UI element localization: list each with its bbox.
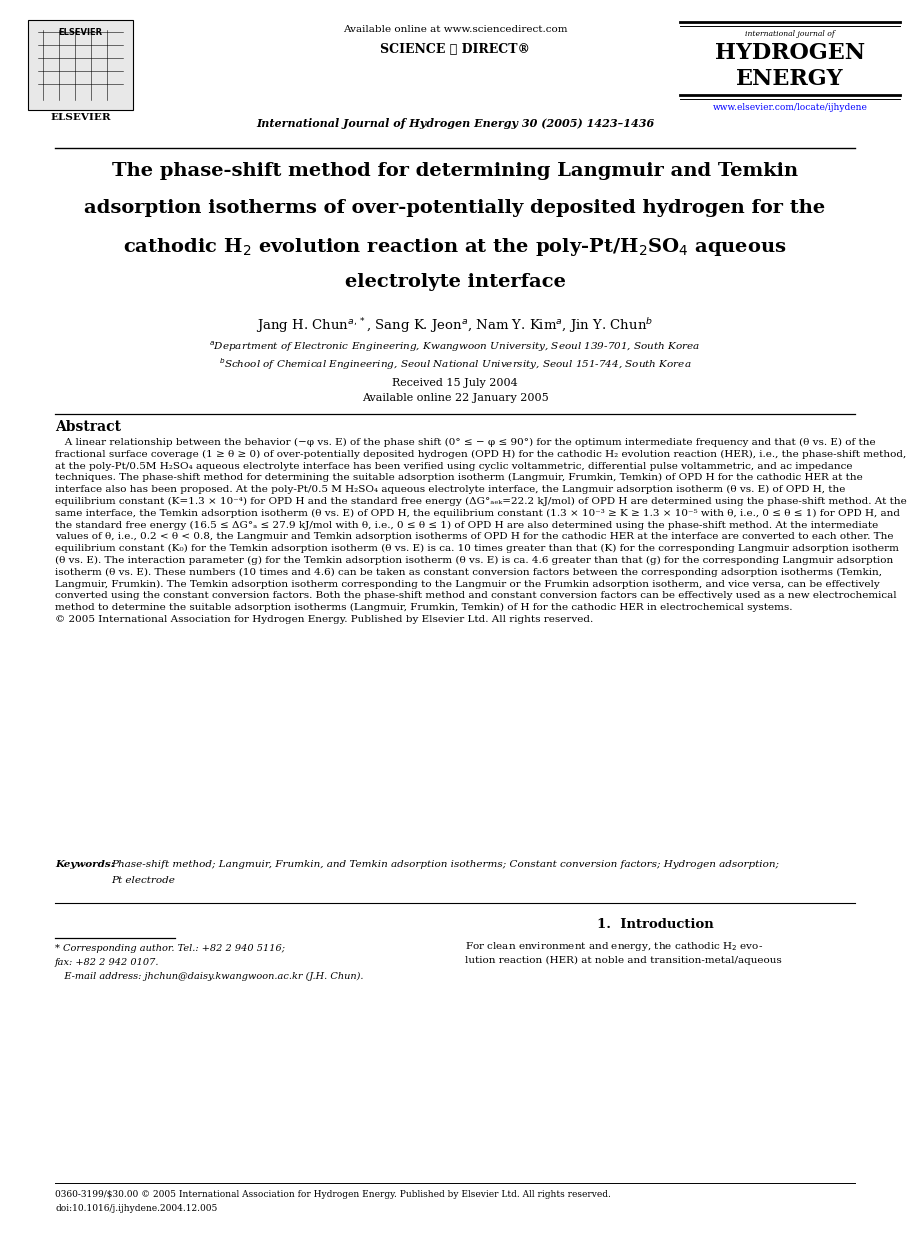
- Text: ELSEVIER: ELSEVIER: [50, 113, 111, 123]
- Text: $^b$School of Chemical Engineering, Seoul National University, Seoul 151-744, So: $^b$School of Chemical Engineering, Seou…: [219, 357, 691, 371]
- Text: Pt electrode: Pt electrode: [111, 877, 175, 885]
- Text: $^a$Department of Electronic Engineering, Kwangwoon University, Seoul 139-701, S: $^a$Department of Electronic Engineering…: [210, 340, 700, 354]
- Text: 0360-3199/$30.00 © 2005 International Association for Hydrogen Energy. Published: 0360-3199/$30.00 © 2005 International As…: [55, 1190, 611, 1198]
- Bar: [28, 20, 133, 110]
- Text: International Journal of Hydrogen Energy 30 (2005) 1423–1436: International Journal of Hydrogen Energy…: [256, 118, 654, 129]
- Text: Received 15 July 2004: Received 15 July 2004: [392, 378, 518, 387]
- Text: fax: +82 2 942 0107.: fax: +82 2 942 0107.: [55, 958, 160, 967]
- Text: ELSEVIER: ELSEVIER: [58, 28, 102, 37]
- Text: Jang H. Chun$^{a,*}$, Sang K. Jeon$^a$, Nam Y. Kim$^a$, Jin Y. Chun$^b$: Jang H. Chun$^{a,*}$, Sang K. Jeon$^a$, …: [257, 316, 654, 335]
- Text: ENERGY: ENERGY: [736, 68, 844, 90]
- Text: SCIENCE ⓓ DIRECT®: SCIENCE ⓓ DIRECT®: [380, 43, 530, 56]
- Text: doi:10.1016/j.ijhydene.2004.12.005: doi:10.1016/j.ijhydene.2004.12.005: [55, 1205, 218, 1213]
- Text: Keywords:: Keywords:: [55, 860, 114, 869]
- Text: A linear relationship between the behavior (−φ vs. E) of the phase shift (0° ≤ −: A linear relationship between the behavi…: [55, 438, 907, 624]
- Text: The phase-shift method for determining Langmuir and Temkin: The phase-shift method for determining L…: [112, 162, 798, 180]
- Text: * Corresponding author. Tel.: +82 2 940 5116;: * Corresponding author. Tel.: +82 2 940 …: [55, 945, 285, 953]
- Text: Abstract: Abstract: [55, 420, 121, 435]
- Text: For clean environment and energy, the cathodic H$_2$ evo-
lution reaction (HER) : For clean environment and energy, the ca…: [465, 940, 782, 964]
- Text: HYDROGEN: HYDROGEN: [715, 42, 865, 64]
- Text: Phase-shift method; Langmuir, Frumkin, and Temkin adsorption isotherms; Constant: Phase-shift method; Langmuir, Frumkin, a…: [111, 860, 779, 869]
- Text: 1.  Introduction: 1. Introduction: [597, 919, 714, 931]
- Text: international journal of: international journal of: [746, 30, 834, 38]
- Text: cathodic H$_2$ evolution reaction at the poly-Pt/H$_2$SO$_4$ aqueous: cathodic H$_2$ evolution reaction at the…: [123, 236, 787, 258]
- Text: Available online 22 January 2005: Available online 22 January 2005: [362, 392, 549, 404]
- Text: Available online at www.sciencedirect.com: Available online at www.sciencedirect.co…: [343, 25, 567, 33]
- Text: electrolyte interface: electrolyte interface: [345, 274, 565, 291]
- Text: www.elsevier.com/locate/ijhydene: www.elsevier.com/locate/ijhydene: [713, 103, 867, 111]
- Text: E-mail address: jhchun@daisy.kwangwoon.ac.kr (J.H. Chun).: E-mail address: jhchun@daisy.kwangwoon.a…: [55, 972, 364, 982]
- Text: adsorption isotherms of over-potentially deposited hydrogen for the: adsorption isotherms of over-potentially…: [84, 199, 825, 217]
